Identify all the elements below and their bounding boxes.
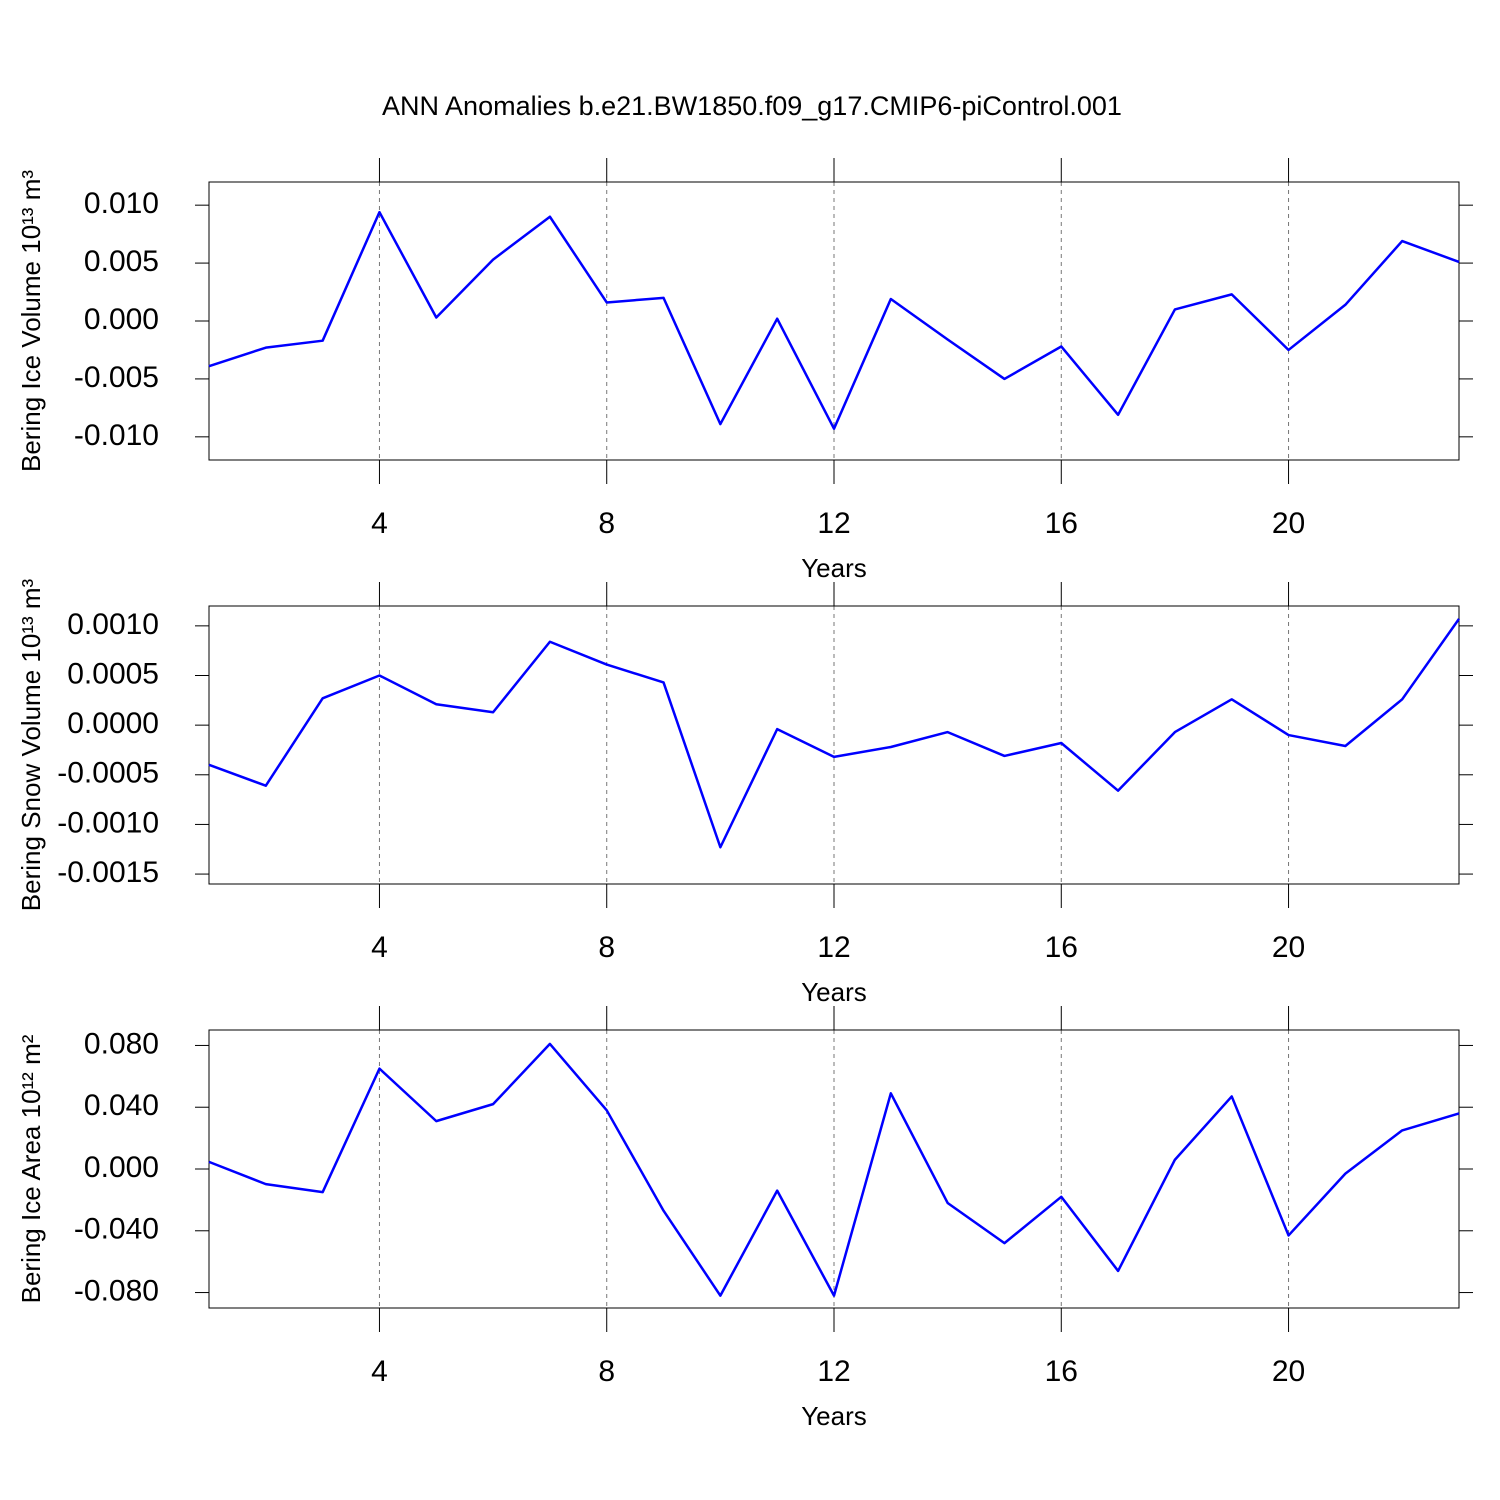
plot-frame bbox=[208, 181, 1460, 461]
y-tick-label: 0.000 bbox=[84, 1151, 159, 1184]
y-tick-label: 0.040 bbox=[84, 1089, 159, 1122]
x-tick-label: 12 bbox=[817, 507, 850, 540]
plot-frame bbox=[208, 605, 1460, 885]
panel: 4 8 12 16 20 0.0010 0.0005 0.0000 -0.0005 -0.0010… bbox=[16, 578, 1473, 1007]
y-tick-label: 0.0000 bbox=[67, 707, 159, 740]
figure-title: ANN Anomalies b.e21.BW1850.f09_g17.CMIP6… bbox=[382, 91, 1122, 121]
x-tick-label: 8 bbox=[598, 1355, 615, 1388]
x-tick-label: 4 bbox=[371, 507, 388, 540]
x-tick-label: 4 bbox=[371, 1355, 388, 1388]
data-line bbox=[208, 1042, 1460, 1297]
x-axis-label: Years bbox=[801, 1401, 867, 1431]
x-axis-label: Years bbox=[801, 977, 867, 1007]
y-tick-label: -0.005 bbox=[74, 361, 159, 394]
x-tick-label: 12 bbox=[817, 1355, 850, 1388]
data-line bbox=[208, 210, 1460, 430]
y-tick-label: -0.0010 bbox=[57, 806, 159, 839]
x-tick-label: 16 bbox=[1045, 1355, 1078, 1388]
x-tick-label: 8 bbox=[598, 507, 615, 540]
y-tick-label: -0.040 bbox=[74, 1213, 159, 1246]
y-tick-label: 0.0005 bbox=[67, 657, 159, 690]
panel: 4 8 12 16 20 0.080 0.040 0.000 -0.040 -0.080 Years… bbox=[16, 1006, 1473, 1431]
x-tick-label: 16 bbox=[1045, 931, 1078, 964]
y-axis-label: Bering Snow Volume 10¹³ m³ bbox=[16, 578, 46, 911]
y-tick-label: 0.080 bbox=[84, 1027, 159, 1060]
plot-frame bbox=[208, 1029, 1460, 1309]
x-tick-label: 16 bbox=[1045, 507, 1078, 540]
data-line bbox=[208, 618, 1461, 849]
x-tick-label: 4 bbox=[371, 931, 388, 964]
y-tick-label: -0.0005 bbox=[57, 757, 159, 790]
y-tick-label: 0.000 bbox=[84, 303, 159, 336]
x-tick-label: 20 bbox=[1272, 1355, 1305, 1388]
y-tick-label: 0.0010 bbox=[67, 608, 159, 641]
x-tick-label: 20 bbox=[1272, 931, 1305, 964]
y-axis-label: Bering Ice Area 10¹² m² bbox=[16, 1034, 46, 1303]
y-tick-label: -0.0015 bbox=[57, 856, 159, 889]
x-tick-label: 20 bbox=[1272, 507, 1305, 540]
x-axis-label: Years bbox=[801, 553, 867, 583]
y-tick-label: -0.080 bbox=[74, 1274, 159, 1307]
y-tick-label: 0.010 bbox=[84, 187, 159, 220]
y-axis-label: Bering Ice Volume 10¹³ m³ bbox=[16, 170, 46, 472]
panel: 4 8 12 16 20 0.010 0.005 0.000 -0.005 -0.010 Years… bbox=[16, 158, 1473, 583]
y-tick-label: 0.005 bbox=[84, 245, 159, 278]
x-tick-label: 8 bbox=[598, 931, 615, 964]
x-tick-label: 12 bbox=[817, 931, 850, 964]
y-tick-label: -0.010 bbox=[74, 419, 159, 452]
